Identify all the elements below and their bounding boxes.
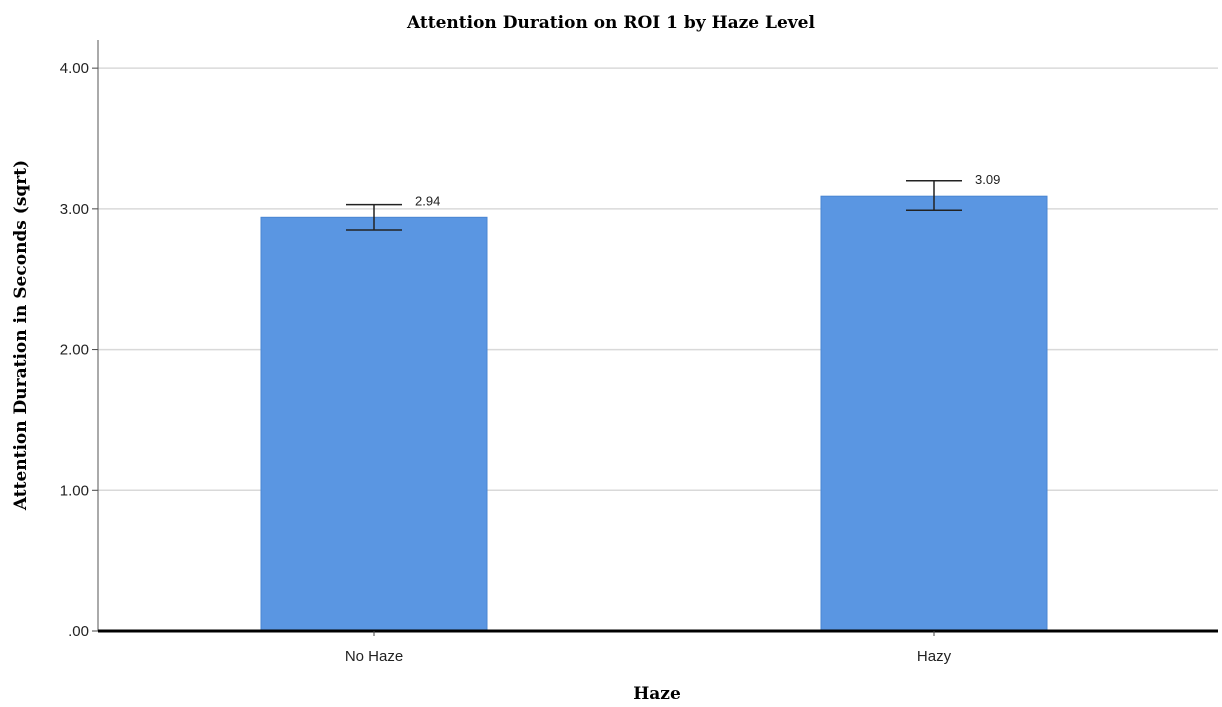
x-tick-label: No Haze	[345, 648, 403, 665]
chart-title: Attention Duration on ROI 1 by Haze Leve…	[406, 13, 815, 33]
y-tick-label: 2.00	[60, 342, 89, 359]
y-tick-label: 4.00	[60, 60, 89, 77]
y-axis-label: Attention Duration in Seconds (sqrt)	[11, 160, 31, 511]
error-bars	[346, 179, 962, 231]
x-axis-ticks: No Haze Hazy	[345, 631, 952, 665]
data-label: 2.94	[415, 193, 440, 208]
bar	[820, 195, 1048, 632]
data-labels: 2.94 3.09	[415, 172, 1000, 208]
bar	[260, 216, 488, 632]
y-tick-label: .00	[68, 623, 89, 640]
bars	[260, 195, 1048, 632]
y-axis-ticks: .00 1.00 2.00 3.00 4.00	[60, 60, 98, 640]
x-axis-label: Haze	[633, 684, 681, 704]
y-tick-label: 1.00	[60, 482, 89, 499]
x-tick-label: Hazy	[917, 648, 952, 665]
y-tick-label: 3.00	[60, 201, 89, 218]
data-label: 3.09	[975, 172, 1000, 187]
